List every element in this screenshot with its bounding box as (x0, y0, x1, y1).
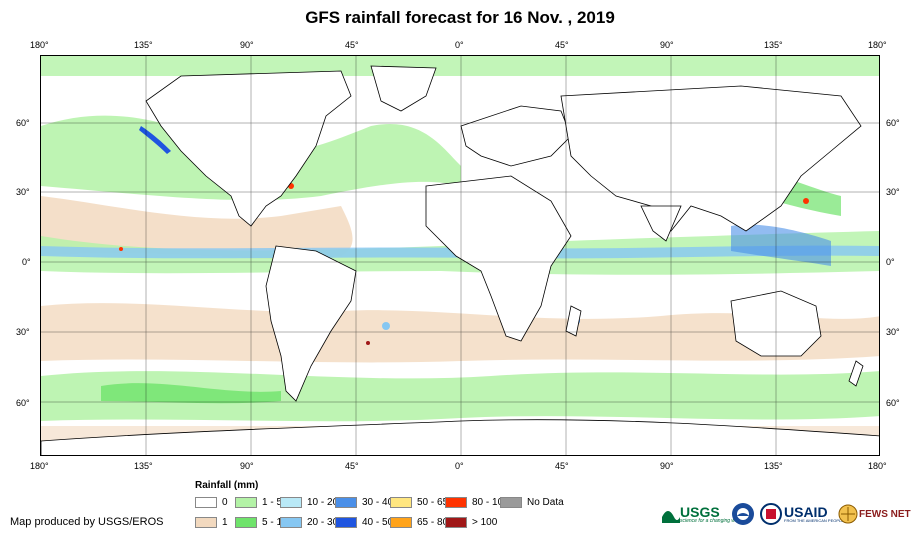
legend-item: 1 (195, 517, 228, 528)
legend-swatch (280, 497, 302, 508)
legend-label: > 100 (472, 517, 498, 528)
usgs-wave-icon (662, 511, 680, 523)
legend-label: 30 - 40 (362, 497, 394, 508)
legend-swatch (500, 497, 522, 508)
legend-swatch (390, 517, 412, 528)
legend-item: 50 - 65 (390, 497, 448, 508)
legend-label: No Data (527, 497, 564, 508)
lon-label: 180° (30, 461, 49, 471)
legend-label: 40 - 50 (362, 517, 394, 528)
legend-swatch (445, 517, 467, 528)
legend-swatch (280, 517, 302, 528)
lon-label: 90° (240, 461, 254, 471)
legend-label: 1 (222, 517, 228, 528)
map-canvas (41, 56, 879, 455)
legend-label: 10 - 20 (307, 497, 339, 508)
legend-label: 80 - 100 (472, 497, 509, 508)
legend-label: 1 - 5 (262, 497, 283, 508)
map-title: GFS rainfall forecast for 16 Nov. , 2019 (305, 8, 615, 27)
lat-label: 30° (886, 187, 900, 197)
legend-item: 10 - 20 (280, 497, 338, 508)
legend-swatch (390, 497, 412, 508)
fewsnet-logo: FEWS NET (838, 500, 911, 528)
lat-label: 60° (16, 118, 30, 128)
noaa-emblem-icon (732, 503, 754, 525)
lon-label: 135° (764, 40, 783, 50)
lon-label: 135° (764, 461, 783, 471)
noaa-logo (731, 500, 755, 528)
lon-label: 135° (134, 461, 153, 471)
rainfall-map[interactable] (40, 55, 880, 456)
lat-label: 30° (886, 327, 900, 337)
usaid-logo: USAID FROM THE AMERICAN PEOPLE (760, 500, 844, 528)
legend-swatch (335, 497, 357, 508)
legend-swatch (445, 497, 467, 508)
lat-label: 0° (22, 257, 31, 267)
lon-label: 45° (555, 461, 569, 471)
legend-item: 30 - 40 (335, 497, 393, 508)
legend-item: 20 - 30 (280, 517, 338, 528)
usgs-logo-text: USGS (680, 503, 720, 520)
lon-label: 45° (345, 461, 359, 471)
credit-text: Map produced by USGS/EROS (10, 516, 164, 528)
legend-item: 5 - 10 (235, 517, 288, 528)
lon-label: 45° (345, 40, 359, 50)
usgs-tagline: science for a changing world (680, 517, 744, 524)
lat-label: 60° (16, 398, 30, 408)
lon-label: 90° (240, 40, 254, 50)
legend-item: 80 - 100 (445, 497, 509, 508)
legend-swatch (195, 497, 217, 508)
legend-label: 0 (222, 497, 228, 508)
lon-label: 135° (134, 40, 153, 50)
legend-item: 0 (195, 497, 228, 508)
legend-swatch (335, 517, 357, 528)
legend-swatch (235, 497, 257, 508)
legend-title: Rainfall (mm) (195, 480, 259, 491)
legend-swatch (195, 517, 217, 528)
fewsnet-logo-text: FEWS NET (859, 508, 911, 520)
coastlines (41, 65, 879, 455)
usaid-tagline: FROM THE AMERICAN PEOPLE (784, 518, 844, 523)
legend-swatch (235, 517, 257, 528)
lon-label: 90° (660, 40, 674, 50)
legend-label: 50 - 65 (417, 497, 449, 508)
lat-label: 0° (886, 257, 895, 267)
legend-label: 20 - 30 (307, 517, 339, 528)
legend-item: 40 - 50 (335, 517, 393, 528)
usaid-logo-text: USAID (784, 504, 828, 520)
graticule (41, 56, 879, 455)
lon-label: 90° (660, 461, 674, 471)
legend-item: 1 - 5 (235, 497, 282, 508)
lat-label: 30° (16, 327, 30, 337)
legend-item: > 100 (445, 517, 497, 528)
lon-label: 180° (868, 40, 887, 50)
usaid-seal-icon (760, 503, 782, 525)
fewsnet-globe-icon (838, 504, 858, 524)
legend-item: No Data (500, 497, 564, 508)
legend-item: 65 - 80 (390, 517, 448, 528)
lon-label: 0° (455, 461, 464, 471)
legend-label: 5 - 10 (262, 517, 288, 528)
legend-label: 65 - 80 (417, 517, 449, 528)
lat-label: 30° (16, 187, 30, 197)
lon-label: 180° (30, 40, 49, 50)
lat-label: 60° (886, 398, 900, 408)
lon-label: 0° (455, 40, 464, 50)
lon-label: 45° (555, 40, 569, 50)
lat-label: 60° (886, 118, 900, 128)
usgs-logo: USGS science for a changing world (662, 500, 743, 528)
lon-label: 180° (868, 461, 887, 471)
